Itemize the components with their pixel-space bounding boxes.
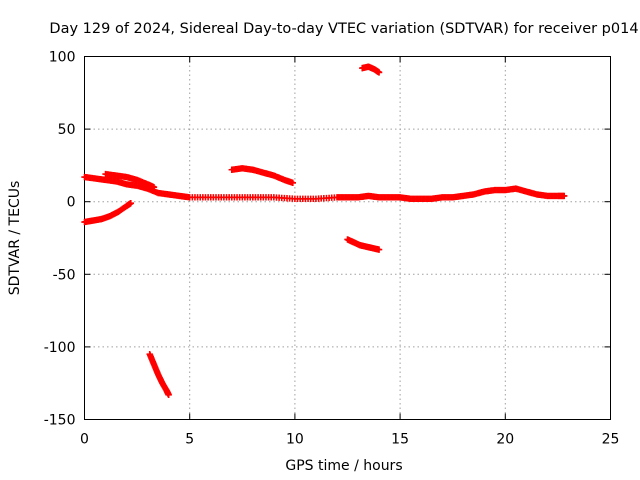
- x-tick-label: 10: [286, 432, 304, 448]
- y-tick-label: -50: [53, 267, 76, 283]
- series-layer: [81, 63, 568, 399]
- x-tick-label: 0: [80, 432, 89, 448]
- series-arc-c: [146, 350, 172, 399]
- data-point: [375, 246, 383, 253]
- y-tick-label: -100: [44, 340, 76, 356]
- grid-layer: [84, 56, 611, 420]
- series-arc-d: [228, 165, 296, 187]
- x-tick-label: 20: [496, 432, 514, 448]
- data-point: [165, 391, 172, 399]
- series-arc-e: [359, 63, 383, 76]
- chart-title: Day 129 of 2024, Sidereal Day-to-day VTE…: [49, 21, 638, 37]
- data-point: [561, 192, 568, 200]
- y-tick-label: 100: [49, 50, 76, 66]
- y-tick-label: -150: [44, 413, 76, 429]
- data-point: [289, 179, 296, 187]
- data-point: [127, 199, 134, 207]
- x-tick-label: 15: [391, 432, 409, 448]
- y-axis-label: SDTVAR / TECUs: [7, 181, 23, 296]
- series-arc-f: [344, 236, 383, 253]
- data-point: [375, 69, 383, 76]
- series-arc-b: [81, 199, 134, 226]
- series-arc-a: [102, 170, 158, 191]
- y-tick-label: 0: [67, 195, 76, 211]
- data-point: [150, 183, 158, 191]
- plot-frame: [84, 56, 611, 420]
- x-tick-label: 5: [185, 432, 194, 448]
- y-tick-label: 50: [58, 122, 76, 138]
- x-axis-label: GPS time / hours: [285, 458, 402, 474]
- tick-layer: 0 5 10 15 20 25 -150 -100 -50 0 50 100: [44, 50, 620, 448]
- x-tick-label: 25: [602, 432, 620, 448]
